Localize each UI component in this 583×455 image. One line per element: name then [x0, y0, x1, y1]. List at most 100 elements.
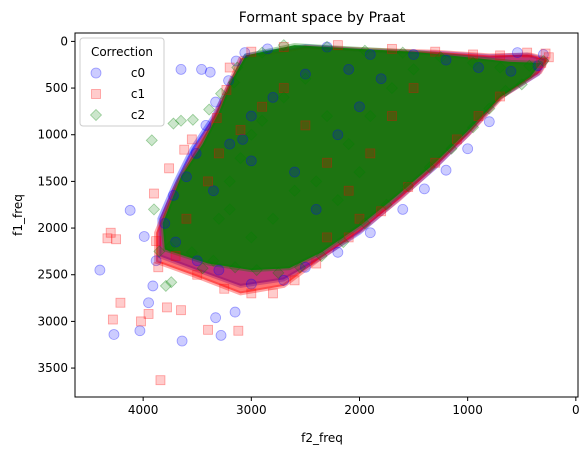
point-c1	[387, 43, 397, 54]
point-c2	[245, 231, 258, 244]
point-c1	[451, 134, 462, 145]
point-c0	[310, 203, 322, 215]
point-c1	[300, 120, 311, 131]
series-layer	[94, 39, 554, 386]
point-c1	[473, 111, 484, 121]
point-c1	[246, 46, 257, 57]
point-c1	[136, 316, 146, 327]
point-c0	[245, 155, 257, 167]
point-c2	[467, 121, 480, 134]
point-c2	[293, 261, 307, 274]
point-c0	[321, 41, 333, 53]
x-tick-label: 2000	[344, 403, 375, 417]
point-c0	[532, 60, 544, 72]
point-c0	[512, 47, 523, 58]
point-c0	[505, 65, 517, 77]
point-c2	[153, 245, 166, 258]
point-c2	[483, 102, 496, 115]
point-c1	[354, 213, 365, 224]
legend-marker-c0	[90, 67, 102, 79]
point-c1	[153, 262, 164, 273]
point-c0	[175, 64, 187, 75]
y-tick-label: 1500	[37, 174, 68, 188]
point-c1	[536, 57, 547, 68]
point-c1	[289, 275, 300, 286]
point-c2	[515, 78, 528, 91]
point-c1	[246, 288, 257, 299]
legend-label-c1: c1	[131, 87, 145, 101]
point-c0	[332, 246, 344, 258]
point-c0	[440, 54, 452, 66]
point-c1	[115, 297, 126, 308]
point-c2	[494, 61, 507, 74]
point-c1	[149, 188, 159, 199]
point-c0	[237, 133, 249, 145]
point-c0	[215, 329, 227, 341]
point-c2	[385, 82, 399, 95]
point-c1	[540, 48, 551, 59]
y-tick-label: 2000	[37, 221, 68, 235]
point-c1	[219, 283, 230, 294]
point-c2	[164, 240, 177, 253]
point-c0	[300, 68, 311, 80]
point-c0	[210, 312, 222, 324]
point-c0	[190, 147, 202, 159]
point-c0	[408, 49, 419, 60]
point-c1	[522, 47, 533, 58]
legend-box	[79, 37, 165, 127]
legend-marker-c1	[91, 89, 101, 99]
point-c1	[213, 148, 224, 159]
point-c0	[462, 143, 474, 155]
point-c0	[108, 329, 120, 340]
point-c0	[208, 185, 219, 197]
point-c1	[468, 49, 478, 60]
y-tick-label: 500	[45, 81, 68, 95]
point-c2	[250, 264, 263, 277]
point-c1	[278, 42, 289, 52]
series-c0	[94, 41, 549, 347]
x-tick-label: 1000	[452, 403, 483, 417]
point-c2	[227, 76, 241, 89]
point-c1	[343, 232, 354, 243]
plot-area	[74, 32, 579, 398]
point-c0	[267, 92, 279, 103]
point-c0	[143, 297, 154, 309]
point-c2	[467, 56, 480, 69]
point-c0	[210, 96, 222, 108]
point-c2	[396, 46, 409, 59]
point-c1	[278, 83, 289, 93]
point-c0	[94, 264, 106, 276]
point-c0	[300, 261, 311, 273]
point-c2	[445, 142, 458, 155]
point-c0	[213, 264, 225, 276]
point-c1	[387, 111, 397, 121]
point-c0	[354, 101, 365, 113]
x-tick-label: 0	[572, 403, 580, 417]
point-c1	[102, 233, 113, 244]
point-c2	[364, 110, 377, 123]
point-c2	[277, 91, 290, 104]
point-c1	[203, 324, 213, 335]
point-c2	[196, 262, 209, 275]
x-axis-ticks: 4000 3000 2000 1000 0	[128, 397, 580, 417]
point-c0	[364, 227, 376, 239]
point-c2	[523, 59, 536, 72]
x-tick-label: 4000	[128, 403, 159, 417]
point-c0	[289, 166, 300, 178]
point-c2	[407, 63, 420, 76]
point-c2	[315, 250, 328, 263]
point-c1	[376, 206, 387, 217]
legend-marker-c2	[89, 108, 103, 122]
point-c2	[223, 175, 236, 188]
point-c0	[343, 64, 355, 75]
point-c0	[170, 236, 182, 248]
point-c0	[138, 231, 150, 242]
point-c2	[245, 128, 258, 141]
point-c2	[234, 152, 247, 165]
point-c1	[186, 134, 197, 145]
point-c0	[245, 110, 257, 122]
point-c1	[203, 176, 213, 187]
point-c0	[483, 116, 495, 128]
point-c1	[143, 309, 154, 319]
point-c2	[266, 212, 280, 225]
